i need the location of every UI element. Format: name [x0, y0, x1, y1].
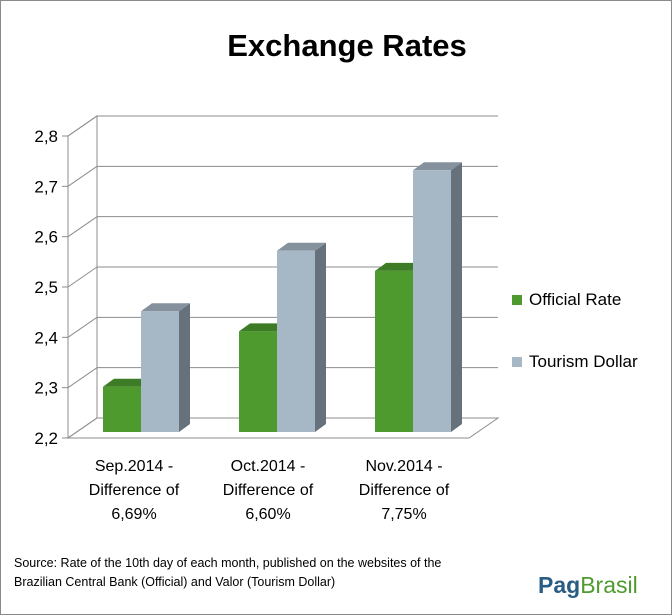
bar-tourism-dollar-top	[277, 242, 326, 251]
bar-tourism-dollar-side	[315, 242, 326, 432]
legend-swatch-tourism-dollar	[512, 357, 522, 367]
legend-label-official-rate: Official Rate	[529, 290, 622, 309]
source-note: Source: Rate of the 10th day of each mon…	[14, 554, 441, 592]
source-line-1: Source: Rate of the 10th day of each mon…	[14, 556, 442, 570]
y-tick-label: 2,5	[34, 278, 58, 297]
legend-item-official-rate: Official Rate	[512, 289, 621, 311]
bar-tourism-dollar-side	[451, 162, 462, 432]
y-tick-label: 2,8	[34, 127, 58, 146]
source-line-2: Brazilian Central Bank (Official) and Va…	[14, 575, 336, 589]
bar-tourism-dollar	[141, 311, 179, 432]
bar-tourism-dollar-top	[413, 162, 462, 171]
bar-tourism-dollar	[277, 250, 315, 432]
chart-title: Exchange Rates	[227, 28, 467, 63]
bar-official-rate	[103, 386, 141, 432]
y-tick-label: 2,3	[34, 379, 58, 398]
bar-official-rate-top	[239, 323, 288, 332]
gridline-depth	[67, 115, 98, 137]
category-label-sep: Sep.2014 - Difference of 6,69%	[88, 458, 180, 523]
y-tick-label: 2,2	[34, 429, 58, 448]
gridline-depth	[67, 165, 98, 187]
legend-label-tourism-dollar: Tourism Dollar	[529, 352, 638, 371]
category-label-nov: Nov.2014 - Difference of 7,75%	[358, 458, 450, 523]
y-tick-label: 2,7	[34, 177, 58, 196]
gridline-depth	[67, 266, 98, 288]
gridline-depth	[67, 367, 98, 389]
bar-official-rate-top	[103, 378, 152, 387]
bar-tourism-dollar-side	[179, 303, 190, 432]
y-tick-label: 2,4	[34, 328, 58, 347]
y-tick-label: 2,6	[34, 228, 58, 247]
bar-official-rate-top	[375, 262, 424, 271]
bar-official-rate	[375, 270, 413, 432]
gridline-depth	[67, 316, 98, 338]
bar-tourism-dollar-top	[141, 303, 190, 312]
gridline-depth	[67, 417, 98, 439]
legend-item-tourism-dollar: Tourism Dollar	[512, 351, 638, 373]
gridline-depth	[67, 216, 98, 238]
pagbrasil-logo: PagBrasil	[538, 572, 638, 598]
bar-tourism-dollar	[413, 170, 451, 432]
bar-official-rate	[239, 331, 277, 432]
legend-swatch-official-rate	[512, 295, 522, 305]
category-label-oct: Oct.2014 - Difference of 6,60%	[222, 458, 314, 523]
